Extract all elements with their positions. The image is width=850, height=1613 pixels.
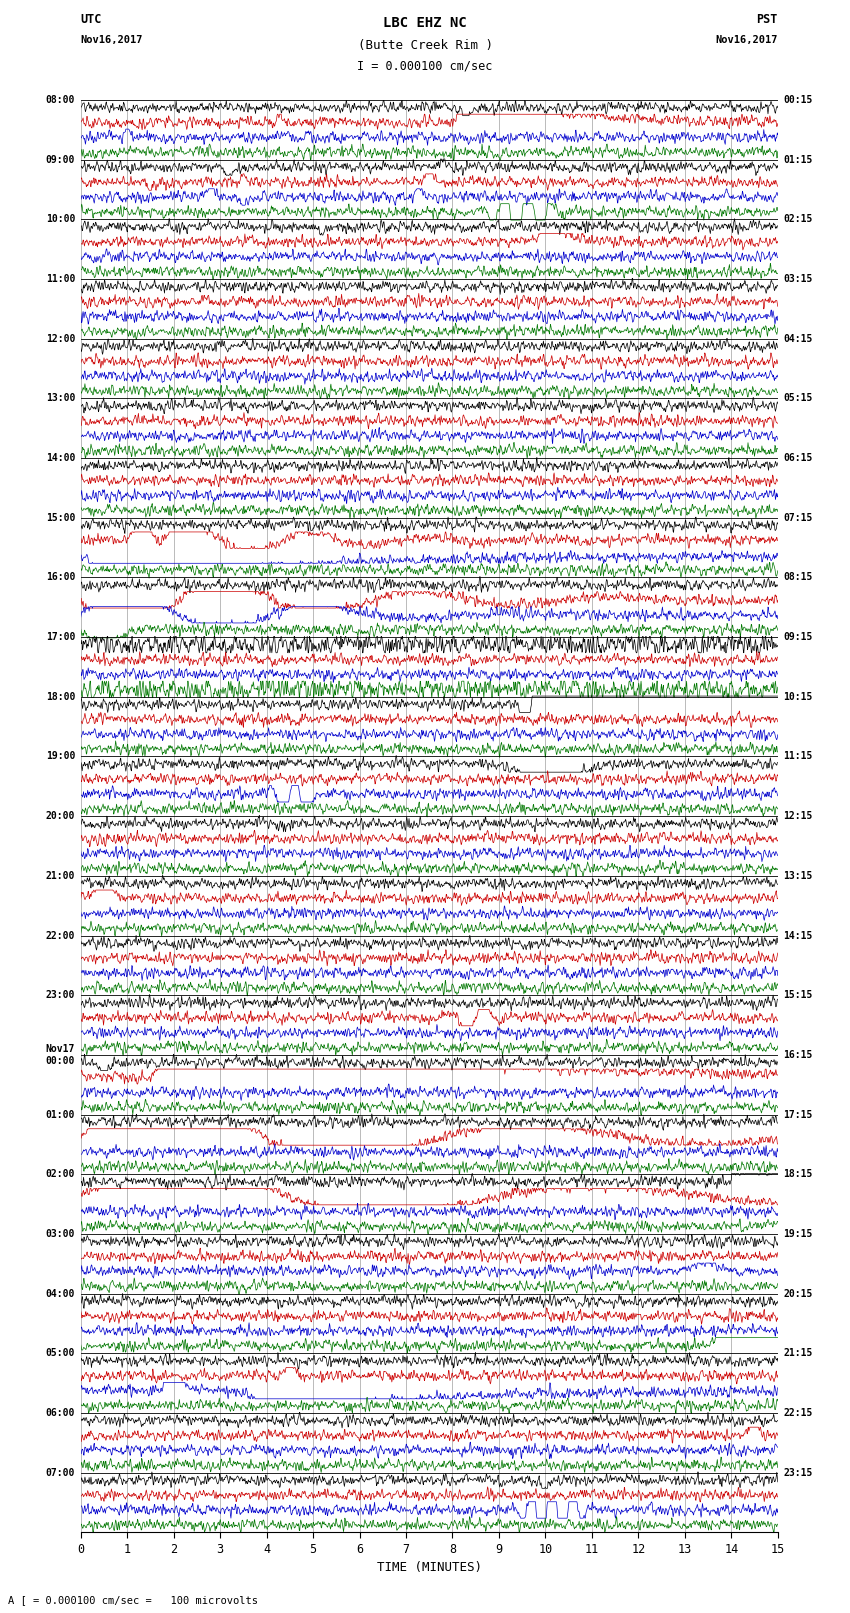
Text: 20:00: 20:00 (46, 811, 75, 821)
Text: 04:15: 04:15 (784, 334, 813, 344)
Text: 03:15: 03:15 (784, 274, 813, 284)
Text: 12:15: 12:15 (784, 811, 813, 821)
Text: (Butte Creek Rim ): (Butte Creek Rim ) (358, 39, 492, 52)
Text: 05:00: 05:00 (46, 1348, 75, 1358)
Text: 10:00: 10:00 (46, 215, 75, 224)
Text: 02:15: 02:15 (784, 215, 813, 224)
Text: 19:00: 19:00 (46, 752, 75, 761)
Text: 19:15: 19:15 (784, 1229, 813, 1239)
Text: 06:15: 06:15 (784, 453, 813, 463)
Text: 07:00: 07:00 (46, 1468, 75, 1478)
Text: UTC: UTC (81, 13, 102, 26)
Text: 00:15: 00:15 (784, 95, 813, 105)
Text: 15:15: 15:15 (784, 990, 813, 1000)
Text: Nov16,2017: Nov16,2017 (715, 35, 778, 45)
Text: 16:00: 16:00 (46, 573, 75, 582)
Text: 16:15: 16:15 (784, 1050, 813, 1060)
Text: 07:15: 07:15 (784, 513, 813, 523)
Text: 14:00: 14:00 (46, 453, 75, 463)
Text: 09:15: 09:15 (784, 632, 813, 642)
Text: 23:00: 23:00 (46, 990, 75, 1000)
X-axis label: TIME (MINUTES): TIME (MINUTES) (377, 1561, 482, 1574)
Text: Nov16,2017: Nov16,2017 (81, 35, 144, 45)
Text: 21:15: 21:15 (784, 1348, 813, 1358)
Text: 22:00: 22:00 (46, 931, 75, 940)
Text: 18:15: 18:15 (784, 1169, 813, 1179)
Text: 10:15: 10:15 (784, 692, 813, 702)
Text: 03:00: 03:00 (46, 1229, 75, 1239)
Text: LBC EHZ NC: LBC EHZ NC (383, 16, 467, 31)
Text: 13:00: 13:00 (46, 394, 75, 403)
Text: 01:15: 01:15 (784, 155, 813, 165)
Text: PST: PST (756, 13, 778, 26)
Text: A [ = 0.000100 cm/sec =   100 microvolts: A [ = 0.000100 cm/sec = 100 microvolts (8, 1595, 258, 1605)
Text: 05:15: 05:15 (784, 394, 813, 403)
Text: Nov17
00:00: Nov17 00:00 (46, 1044, 75, 1066)
Text: 21:00: 21:00 (46, 871, 75, 881)
Text: 08:15: 08:15 (784, 573, 813, 582)
Text: 13:15: 13:15 (784, 871, 813, 881)
Text: 02:00: 02:00 (46, 1169, 75, 1179)
Text: 22:15: 22:15 (784, 1408, 813, 1418)
Text: 01:00: 01:00 (46, 1110, 75, 1119)
Text: 15:00: 15:00 (46, 513, 75, 523)
Text: 17:15: 17:15 (784, 1110, 813, 1119)
Text: 06:00: 06:00 (46, 1408, 75, 1418)
Text: 18:00: 18:00 (46, 692, 75, 702)
Text: 12:00: 12:00 (46, 334, 75, 344)
Text: I = 0.000100 cm/sec: I = 0.000100 cm/sec (357, 60, 493, 73)
Text: 20:15: 20:15 (784, 1289, 813, 1298)
Text: 11:00: 11:00 (46, 274, 75, 284)
Text: 11:15: 11:15 (784, 752, 813, 761)
Text: 09:00: 09:00 (46, 155, 75, 165)
Text: 04:00: 04:00 (46, 1289, 75, 1298)
Text: 14:15: 14:15 (784, 931, 813, 940)
Text: 17:00: 17:00 (46, 632, 75, 642)
Text: 23:15: 23:15 (784, 1468, 813, 1478)
Text: 08:00: 08:00 (46, 95, 75, 105)
